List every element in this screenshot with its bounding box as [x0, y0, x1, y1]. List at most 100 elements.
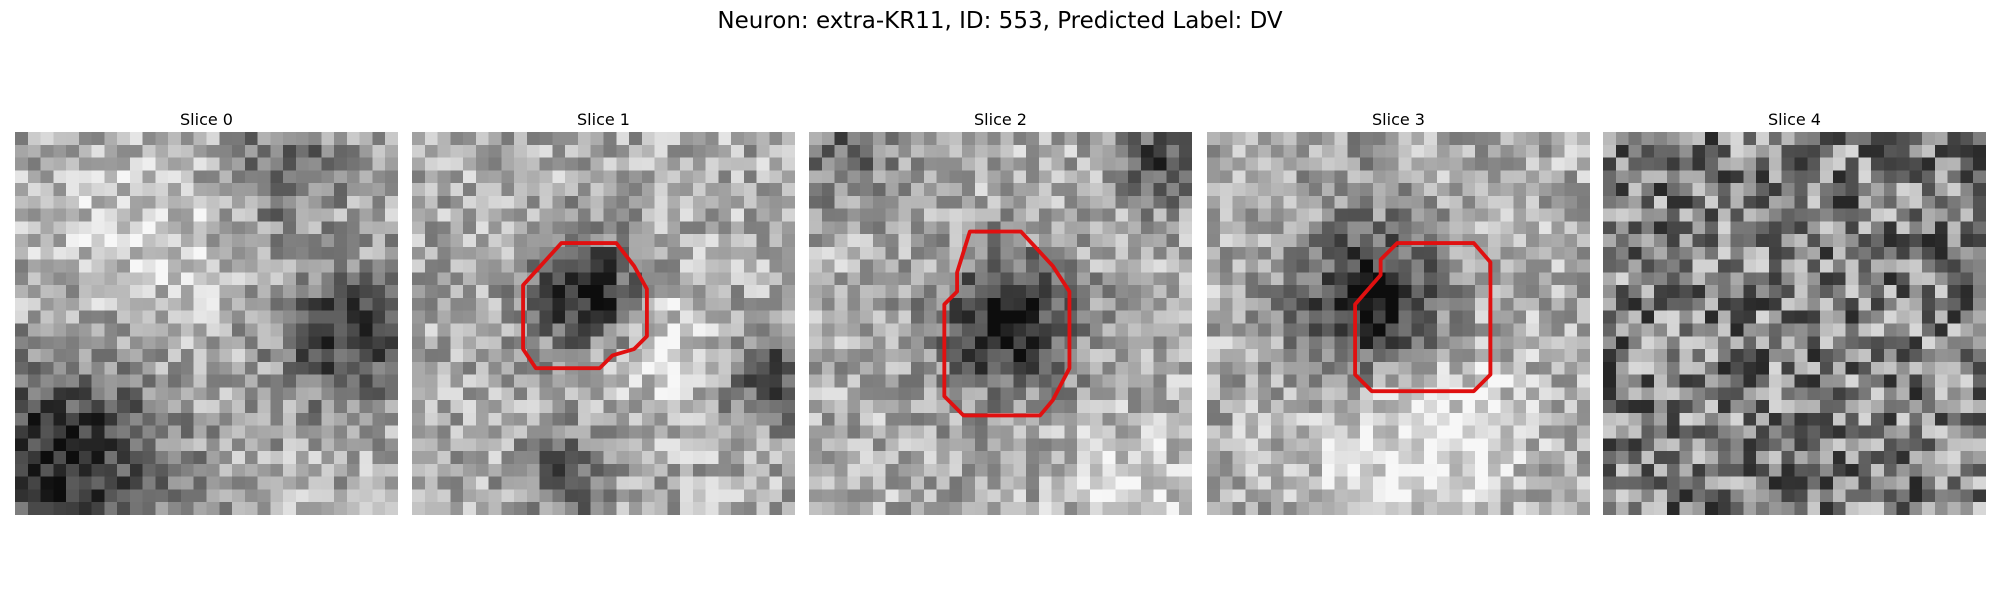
- pixel: [539, 323, 553, 337]
- pixel: [1615, 221, 1629, 235]
- pixel: [488, 349, 502, 363]
- pixel: [1128, 489, 1142, 503]
- pixel: [1781, 272, 1795, 286]
- pixel: [1500, 183, 1514, 197]
- pixel: [821, 412, 835, 426]
- pixel: [641, 463, 655, 477]
- pixel: [450, 144, 464, 158]
- pixel: [949, 234, 963, 248]
- pixel: [1883, 361, 1897, 375]
- pixel: [1462, 195, 1476, 209]
- pixel: [821, 221, 835, 235]
- pixel: [27, 349, 41, 363]
- pixel: [1794, 246, 1808, 260]
- pixel: [1360, 425, 1374, 439]
- pixel: [1153, 132, 1167, 146]
- pixel: [1140, 425, 1154, 439]
- pixel: [756, 259, 770, 273]
- pixel: [1794, 336, 1808, 350]
- pixel: [1717, 234, 1731, 248]
- pixel: [1960, 234, 1974, 248]
- pixel: [1934, 400, 1948, 414]
- pixel: [1832, 412, 1846, 426]
- pixel: [270, 476, 284, 490]
- pixel: [1258, 170, 1272, 184]
- pixel: [718, 183, 732, 197]
- pixel: [1538, 412, 1552, 426]
- pixel: [1820, 144, 1834, 158]
- pixel: [1538, 310, 1552, 324]
- pixel: [1922, 412, 1936, 426]
- pixel: [1153, 438, 1167, 452]
- pixel: [718, 144, 732, 158]
- pixel: [1128, 425, 1142, 439]
- pixel: [872, 272, 886, 286]
- pixel: [219, 387, 233, 401]
- pixel: [1500, 502, 1514, 515]
- pixel: [526, 323, 540, 337]
- pixel: [1140, 412, 1154, 426]
- pixel: [1820, 387, 1834, 401]
- pixel: [232, 349, 246, 363]
- slice-label: Slice 1: [577, 110, 630, 129]
- pixel: [1820, 157, 1834, 171]
- pixel: [847, 246, 861, 260]
- pixel: [1166, 476, 1180, 490]
- pixel: [1475, 195, 1489, 209]
- pixel: [129, 285, 143, 299]
- pixel: [1077, 502, 1091, 515]
- pixel: [1449, 425, 1463, 439]
- pixel: [1051, 463, 1065, 477]
- pixel: [1603, 463, 1617, 477]
- pixel: [1115, 387, 1129, 401]
- pixel: [1820, 297, 1834, 311]
- pixel: [1436, 463, 1450, 477]
- pixel: [1179, 349, 1192, 363]
- pixel: [1692, 170, 1706, 184]
- pixel: [731, 157, 745, 171]
- pixel: [1896, 310, 1910, 324]
- pixel: [412, 285, 426, 299]
- pixel: [1207, 400, 1221, 414]
- pixel: [898, 170, 912, 184]
- pixel: [1207, 336, 1221, 350]
- pixel: [412, 336, 426, 350]
- pixel: [488, 157, 502, 171]
- pixel: [1603, 234, 1617, 248]
- pixel: [437, 489, 451, 503]
- pixel: [1934, 259, 1948, 273]
- pixel: [1807, 502, 1821, 515]
- pixel: [1115, 502, 1129, 515]
- pixel: [1140, 272, 1154, 286]
- pixel: [987, 272, 1001, 286]
- pixel: [1883, 221, 1897, 235]
- pixel: [705, 285, 719, 299]
- pixel: [539, 489, 553, 503]
- pixel: [834, 476, 848, 490]
- pixel: [1077, 285, 1091, 299]
- pixel: [1768, 400, 1782, 414]
- pixel: [692, 310, 706, 324]
- pixel: [346, 476, 360, 490]
- pixel: [424, 412, 438, 426]
- pixel: [987, 400, 1001, 414]
- pixel: [1679, 310, 1693, 324]
- pixel: [1245, 234, 1259, 248]
- pixel: [1679, 463, 1693, 477]
- pixel: [244, 208, 258, 222]
- pixel: [898, 438, 912, 452]
- pixel: [680, 349, 694, 363]
- pixel: [424, 208, 438, 222]
- pixel: [705, 157, 719, 171]
- pixel: [552, 502, 566, 515]
- pixel: [1398, 310, 1412, 324]
- pixel: [1781, 132, 1795, 146]
- pixel: [232, 144, 246, 158]
- pixel: [1089, 502, 1103, 515]
- pixel: [142, 438, 156, 452]
- pixel: [1064, 246, 1078, 260]
- pixel: [257, 438, 271, 452]
- pixel: [359, 361, 373, 375]
- pixel: [962, 208, 976, 222]
- pixel: [1934, 438, 1948, 452]
